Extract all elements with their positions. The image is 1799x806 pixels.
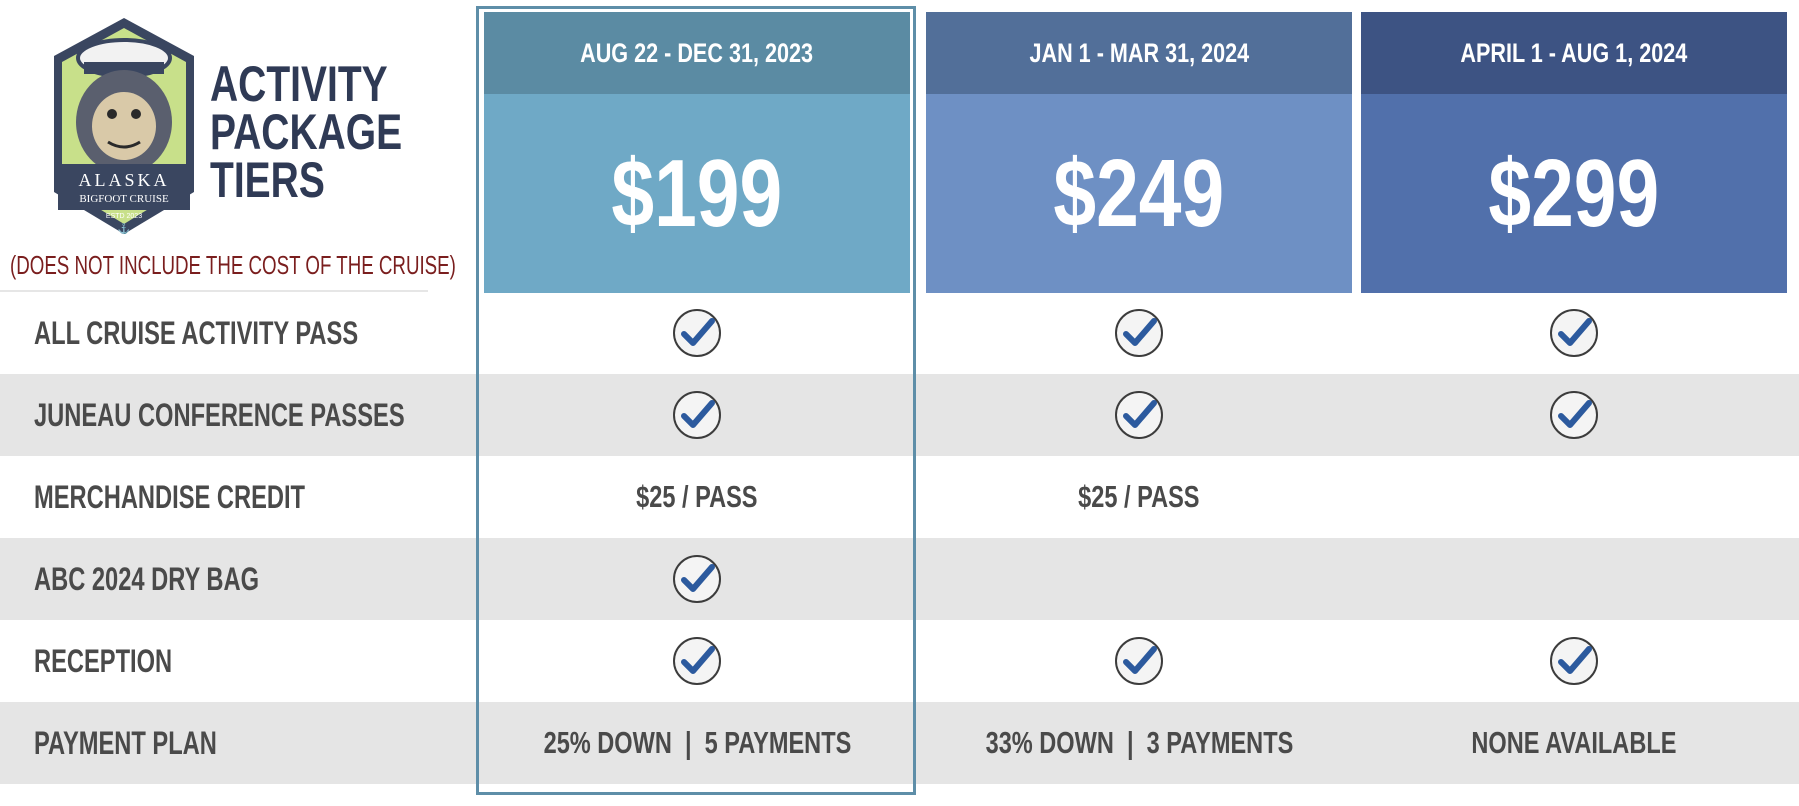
- logo-est-text: ESTD 2023: [106, 213, 142, 220]
- tier-column-header: APRIL 1 - AUG 1, 2024 $299: [1361, 12, 1787, 293]
- feature-row: RECEPTION: [0, 620, 1799, 702]
- feature-label: ALL CRUISE ACTIVITY PASS: [34, 314, 359, 351]
- tier-price: $299: [1361, 94, 1787, 293]
- disclaimer-text: (DOES NOT INCLUDE THE COST OF THE CRUISE…: [10, 250, 456, 280]
- tier-column-header: AUG 22 - DEC 31, 2023 $199: [484, 12, 910, 293]
- feature-cell: [1361, 292, 1787, 374]
- feature-label: ABC 2024 DRY BAG: [34, 560, 260, 597]
- title-line: PACKAGE: [210, 104, 403, 160]
- feature-cell: [484, 620, 910, 702]
- feature-cell: 25% DOWN | 5 PAYMENTS: [484, 702, 910, 784]
- feature-cell: [926, 292, 1352, 374]
- cell-value: 25% DOWN | 5 PAYMENTS: [543, 725, 851, 760]
- feature-cell: [484, 374, 910, 456]
- brand-header: ALASKA BIGFOOT CRUISE ESTD 2023 ⚓ ACTIVI…: [0, 0, 456, 292]
- feature-cell: [926, 620, 1352, 702]
- feature-label: MERCHANDISE CREDIT: [34, 478, 306, 515]
- title-line: TIERS: [210, 152, 325, 208]
- feature-row: JUNEAU CONFERENCE PASSES: [0, 374, 1799, 456]
- feature-cell: [1361, 620, 1787, 702]
- checkmark-icon: [673, 309, 721, 357]
- bigfoot-captain-logo: ALASKA BIGFOOT CRUISE ESTD 2023 ⚓: [54, 18, 194, 235]
- feature-row: PAYMENT PLAN 25% DOWN | 5 PAYMENTS 33% D…: [0, 702, 1799, 784]
- checkmark-icon: [1550, 637, 1598, 685]
- feature-cell: $25 / PASS: [484, 456, 910, 538]
- cell-value: $25 / PASS: [636, 479, 758, 514]
- divider: [0, 290, 428, 292]
- anchor-icon: ⚓: [118, 222, 130, 235]
- checkmark-icon: [673, 637, 721, 685]
- tier-dates: APRIL 1 - AUG 1, 2024: [1361, 12, 1787, 94]
- checkmark-icon: [1115, 309, 1163, 357]
- logo-subtext: BIGFOOT CRUISE: [79, 193, 169, 205]
- feature-cell: NONE AVAILABLE: [1361, 702, 1787, 784]
- feature-label: RECEPTION: [34, 642, 173, 679]
- tier-price: $199: [484, 94, 910, 293]
- logo-name-text: ALASKA: [78, 170, 169, 190]
- page-title: ACTIVITY PACKAGE TIERS: [210, 56, 403, 208]
- title-line: ACTIVITY: [210, 56, 388, 112]
- checkmark-icon: [1115, 391, 1163, 439]
- tier-dates: JAN 1 - MAR 31, 2024: [926, 12, 1352, 94]
- feature-cell: [926, 538, 1352, 620]
- feature-row: ABC 2024 DRY BAG: [0, 538, 1799, 620]
- feature-cell: [1361, 374, 1787, 456]
- checkmark-icon: [1550, 391, 1598, 439]
- feature-label: JUNEAU CONFERENCE PASSES: [34, 396, 405, 433]
- feature-cell: [1361, 456, 1787, 538]
- checkmark-icon: [1550, 309, 1598, 357]
- checkmark-icon: [673, 555, 721, 603]
- feature-cell: 33% DOWN | 3 PAYMENTS: [926, 702, 1352, 784]
- feature-cell: [926, 374, 1352, 456]
- checkmark-icon: [673, 391, 721, 439]
- feature-label: PAYMENT PLAN: [34, 724, 217, 761]
- feature-row: ALL CRUISE ACTIVITY PASS: [0, 292, 1799, 374]
- feature-cell: $25 / PASS: [926, 456, 1352, 538]
- checkmark-icon: [1115, 637, 1163, 685]
- tier-column-header: JAN 1 - MAR 31, 2024 $249: [926, 12, 1352, 293]
- tier-dates: AUG 22 - DEC 31, 2023: [484, 12, 910, 94]
- feature-cell: [484, 538, 910, 620]
- cell-value: 33% DOWN | 3 PAYMENTS: [985, 725, 1293, 760]
- feature-cell: [1361, 538, 1787, 620]
- feature-row: MERCHANDISE CREDIT $25 / PASS $25 / PASS: [0, 456, 1799, 538]
- cell-value: NONE AVAILABLE: [1471, 725, 1677, 760]
- feature-cell: [484, 292, 910, 374]
- tier-price: $249: [926, 94, 1352, 293]
- cell-value: $25 / PASS: [1078, 479, 1200, 514]
